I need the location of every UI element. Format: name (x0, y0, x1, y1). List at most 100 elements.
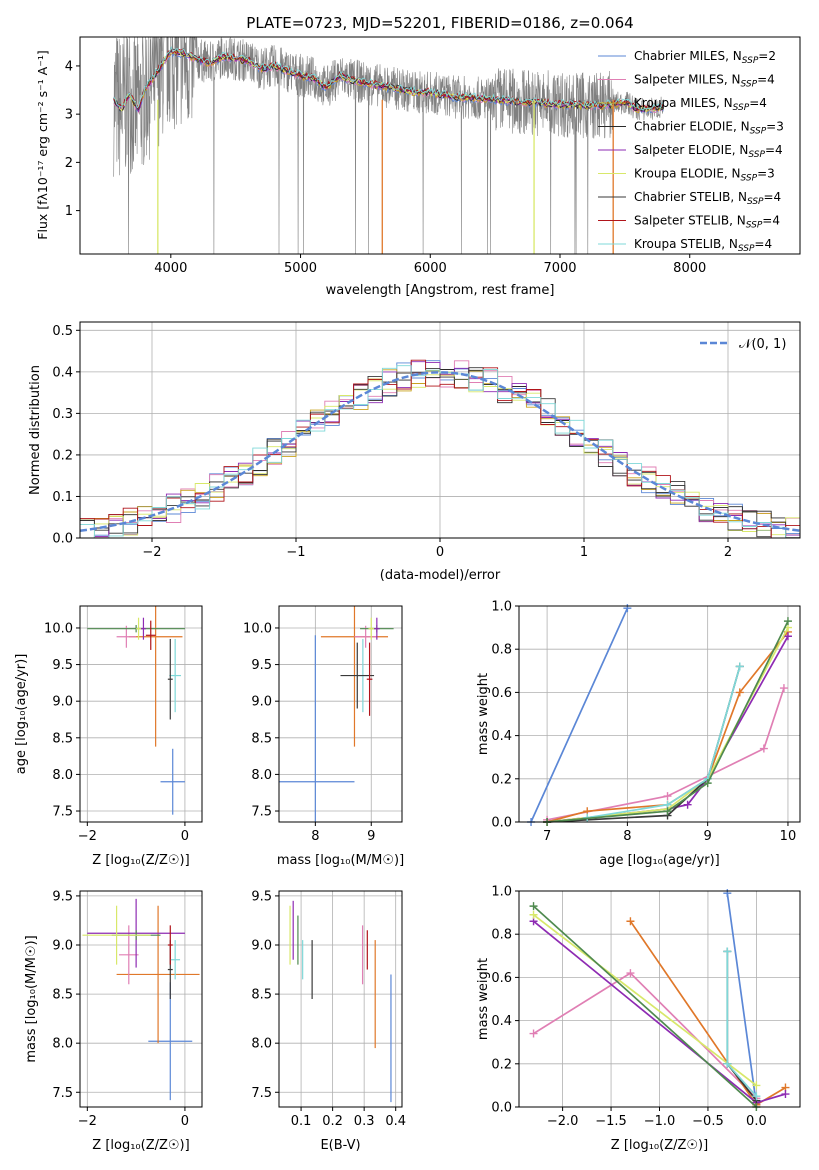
residuals-plot-area (79, 322, 801, 539)
y-tick-label: 0.8 (491, 643, 512, 658)
residuals-x-ticks: −2 −1 0 1 2 (142, 538, 732, 560)
x-tick-label: 8000 (673, 261, 706, 276)
axes-frame (278, 605, 403, 823)
weight-marker (626, 917, 635, 926)
weight-marker (529, 910, 538, 919)
weight-line (547, 666, 741, 823)
y-tick-label: 1.0 (491, 600, 512, 615)
residuals-y-ticks: 0.0 0.1 0.2 0.3 0.4 0.5 (52, 324, 80, 547)
weight-marker (783, 632, 792, 641)
legend-label: Salpeter STELIB, NSSP=4 (634, 214, 780, 231)
y-tick-label: 0.2 (491, 1057, 512, 1072)
weight-marker (703, 779, 712, 788)
y-tick-label: 8.0 (251, 1037, 272, 1052)
spectrum-y-ticks: 1 2 3 4 (65, 59, 80, 219)
weight-marker (663, 792, 672, 801)
residuals-panel: −2 −1 0 1 2 0.0 0.1 0.2 0.3 0.4 0.5 (data-model)/… (28, 321, 801, 583)
y-tick-label: 8.0 (52, 1037, 73, 1052)
y-tick-label: 0.4 (52, 365, 73, 380)
model-spectrum-line (113, 48, 664, 113)
error-bars (279, 606, 394, 822)
weight-marker (752, 1092, 761, 1101)
weight-lines (527, 604, 792, 826)
x-tick-label: −2 (78, 829, 97, 844)
y-tick-label: 7.5 (52, 1086, 73, 1101)
x-tick-label: 8 (623, 829, 631, 844)
y-tick-label: 8.5 (251, 988, 272, 1003)
x-axis-label: Z [log₁₀(Z/Z☉)] (611, 1138, 708, 1153)
gaussian-legend-label: 𝒩(0, 1) (739, 337, 786, 352)
y-tick-label: 0.0 (491, 816, 512, 831)
weight-line (546, 687, 785, 821)
y-tick-label: 8.0 (52, 768, 73, 783)
x-tick-label: 9 (704, 829, 712, 844)
grid-lines (279, 891, 402, 1107)
spectrum-panel: PLATE=0723, MJD=52201, FIBERID=0186, z=0… (35, 14, 801, 298)
axis-ticks: 0.1 0.2 0.3 0.4 7.5 8.0 8.5 9.0 9.5 (251, 889, 406, 1129)
x-tick-label: −1.0 (644, 1114, 676, 1129)
mass-vs-ebv-panel: 0.1 0.2 0.3 0.4 7.5 8.0 8.5 9.0 9.5 E(B-V) (251, 889, 406, 1153)
spectrum-x-label: wavelength [Angstrom, rest frame] (326, 283, 555, 298)
axis-ticks: 7 8 9 10 0.0 0.2 0.4 0.6 0.8 1.0 (491, 600, 796, 845)
weight-marker (759, 744, 768, 753)
spectrum-y-label: Flux [fλ10⁻¹⁷ erg cm⁻² s⁻¹ A⁻¹] (35, 50, 50, 239)
y-tick-label: 10.0 (243, 621, 272, 636)
y-tick-label: 0.6 (491, 686, 512, 701)
axes-frame (518, 890, 801, 1108)
weight-marker (529, 1029, 538, 1038)
x-tick-label: 2 (724, 545, 732, 560)
axes-frame (278, 890, 403, 1108)
x-axis-label: age [log₁₀(age/yr)] (599, 853, 720, 868)
weight-marker (723, 889, 732, 898)
axes-frame (79, 605, 203, 823)
x-axis-label: E(B-V) (320, 1138, 360, 1153)
y-tick-label: 9.0 (251, 695, 272, 710)
y-tick-label: 0.4 (491, 729, 512, 744)
x-tick-label: 0.0 (746, 1114, 767, 1129)
x-tick-label: 0.2 (322, 1114, 343, 1129)
weight-vs-metallicity-panel: −2.0 −1.5 −1.0 −0.5 0.0 0.0 0.2 0.4 0.6 0.8 1.0 Z [… (476, 885, 801, 1153)
residuals-legend: 𝒩(0, 1) (700, 337, 786, 352)
x-axis-label: Z [log₁₀(Z/Z☉)] (92, 853, 189, 868)
residuals-x-label: (data-model)/error (380, 568, 501, 583)
weight-marker (779, 684, 788, 693)
gaussian-curve (79, 371, 801, 532)
y-tick-label: 10.0 (44, 621, 73, 636)
x-axis-label: Z [log₁₀(Z/Z☉)] (92, 1138, 189, 1153)
y-axis-label: mass [log₁₀(M/M☉)] (24, 935, 39, 1062)
y-tick-label: 3 (65, 108, 73, 123)
residual-histogram-step (80, 361, 800, 539)
error-bars (82, 898, 200, 1101)
weight-marker (783, 617, 792, 626)
residual-histogram-step (80, 360, 800, 539)
y-tick-label: 9.5 (251, 658, 272, 673)
x-tick-label: 0 (181, 1114, 189, 1129)
y-tick-label: 8.5 (52, 731, 73, 746)
y-tick-label: 8.0 (251, 768, 272, 783)
weight-marker (663, 807, 672, 816)
x-tick-label: 5000 (284, 261, 317, 276)
y-tick-label: 1 (65, 204, 73, 219)
grid-lines (519, 890, 800, 1108)
x-tick-label: 4000 (154, 261, 187, 276)
axis-ticks: −2 0 7.5 8.0 8.5 9.0 9.5 10.0 (44, 621, 189, 844)
weight-line (532, 914, 757, 1087)
weight-marker (723, 947, 732, 956)
spectrum-legend: Chabrier MILES, NSSP=2 Salpeter MILES, NS… (598, 49, 784, 254)
x-tick-label: −1 (286, 545, 305, 560)
legend-label: Salpeter ELODIE, NSSP=4 (634, 143, 783, 160)
y-tick-label: 7.5 (251, 1086, 272, 1101)
legend-label: Chabrier STELIB, NSSP=4 (634, 190, 781, 207)
y-tick-label: 0.3 (52, 407, 73, 422)
x-tick-label: −2 (142, 545, 161, 560)
y-tick-label: 2 (65, 156, 73, 171)
weight-marker (529, 902, 538, 911)
x-tick-label: 1 (580, 545, 588, 560)
axis-ticks: −2 0 7.5 8.0 8.5 9.0 9.5 (52, 889, 189, 1129)
y-tick-label: 0.2 (491, 772, 512, 787)
weight-line (547, 620, 789, 823)
x-tick-label: −0.5 (692, 1114, 724, 1129)
weight-marker (623, 604, 632, 613)
mass-vs-metallicity-panel: −2 0 7.5 8.0 8.5 9.0 9.5 Z [log₁₀(Z/Z☉)] mass [l… (24, 889, 203, 1153)
